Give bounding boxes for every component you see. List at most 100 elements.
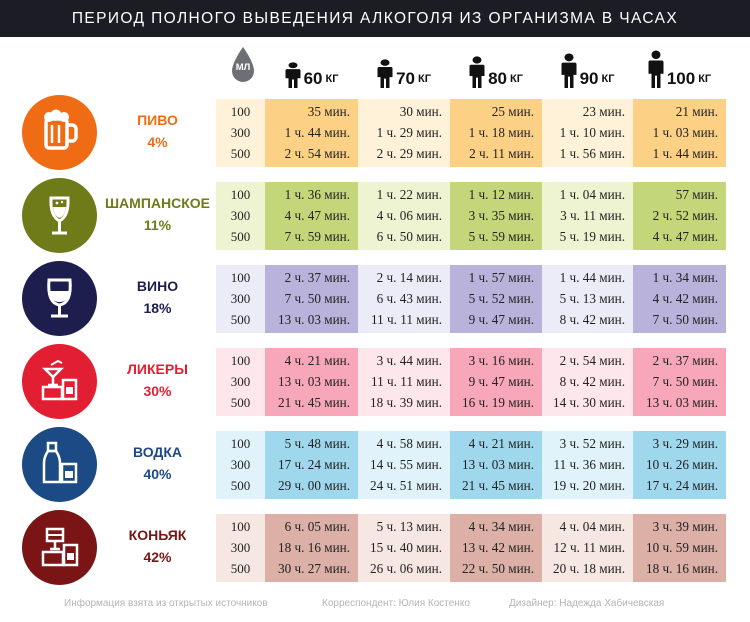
time-value: 29 ч. 00 мин. [278, 478, 350, 493]
vodka-bottle-icon [22, 427, 97, 502]
time-value: 11 ч. 11 мин. [371, 312, 442, 327]
volume-value: 500 [230, 312, 251, 327]
time-value: 2 ч. 14 мин. [376, 270, 442, 285]
time-value: 4 ч. 04 мин. [559, 519, 625, 534]
volume-value: 100 [230, 187, 251, 202]
time-value: 22 ч. 50 мин. [462, 561, 534, 576]
time-value: 1 ч. 22 мин. [376, 187, 442, 202]
time-value: 7 ч. 50 мин. [284, 291, 350, 306]
volume-value: 100 [230, 270, 251, 285]
time-value: 4 ч. 34 мин. [468, 519, 534, 534]
time-value: 4 ч. 21 мин. [468, 436, 534, 451]
time-value: 6 ч. 50 мин. [376, 229, 442, 244]
time-cell: 1 ч. 44 мин. 5 ч. 13 мин. 8 ч. 42 мин. [542, 265, 633, 333]
footer-designer: Дизайнер: Надежда Хабичевская [509, 598, 665, 609]
time-value: 18 ч. 16 мин. [646, 561, 718, 576]
ml-header-label: МЛ [235, 62, 251, 73]
drink-row: ШАМПАНСКОЕ 11% 100 300 500 1 ч. 36 мин. 4 ч. 4… [0, 178, 750, 253]
weight-header-0: 60 КГ [265, 50, 358, 88]
time-value: 4 ч. 42 мин. [652, 291, 718, 306]
time-value: 1 ч. 44 мин. [284, 125, 350, 140]
volume-value: 500 [230, 395, 251, 410]
time-value: 1 ч. 18 мин. [468, 125, 534, 140]
time-value: 13 ч. 03 мин. [278, 374, 350, 389]
drink-name: ЛИКЕРЫ [127, 361, 188, 377]
time-value: 16 ч. 19 мин. [462, 395, 534, 410]
time-cell: 4 ч. 34 мин. 13 ч. 42 мин. 22 ч. 50 мин. [450, 514, 542, 582]
beer-mug-icon [22, 95, 97, 170]
drink-percent: 30% [143, 383, 172, 399]
time-cell: 3 ч. 16 мин. 9 ч. 47 мин. 16 ч. 19 мин. [450, 348, 542, 416]
ml-header: МЛ [230, 46, 256, 82]
drink-name: КОНЬЯК [128, 527, 187, 543]
wine-glass-icon [22, 261, 97, 336]
time-cell: 2 ч. 37 мин. 7 ч. 50 мин. 13 ч. 03 мин. [265, 265, 358, 333]
volume-column: 100 300 500 [216, 431, 265, 499]
time-cell: 1 ч. 22 мин. 4 ч. 06 мин. 6 ч. 50 мин. [358, 182, 450, 250]
time-value: 13 ч. 03 мин. [646, 395, 718, 410]
weight-value: 60 [303, 69, 323, 88]
weight-unit: КГ [325, 73, 339, 85]
time-value: 1 ч. 44 мин. [652, 146, 718, 161]
weight-header-3: 90 КГ [542, 50, 633, 88]
time-cell: 1 ч. 57 мин. 5 ч. 52 мин. 9 ч. 47 мин. [450, 265, 542, 333]
liqueur-glasses-icon [22, 344, 97, 419]
drink-percent: 11% [143, 217, 172, 233]
time-value: 19 ч. 20 мин. [553, 478, 625, 493]
person-icon [377, 59, 393, 88]
time-cell: 21 мин. 1 ч. 03 мин. 1 ч. 44 мин. [633, 99, 726, 167]
time-cell: 5 ч. 48 мин. 17 ч. 24 мин. 29 ч. 00 мин. [265, 431, 358, 499]
time-value: 4 ч. 47 мин. [284, 208, 350, 223]
time-cell: 3 ч. 44 мин. 11 ч. 11 мин. 18 ч. 39 мин. [358, 348, 450, 416]
time-value: 18 ч. 39 мин. [370, 395, 442, 410]
drink-name: ВОДКА [132, 444, 183, 460]
weight-value: 100 [666, 69, 696, 88]
time-value: 17 ч. 24 мин. [646, 478, 718, 493]
volume-value: 500 [230, 561, 251, 576]
time-value: 1 ч. 04 мин. [559, 187, 625, 202]
weight-unit: КГ [509, 73, 523, 85]
weight-header-2: 80 КГ [450, 50, 542, 88]
volume-value: 500 [230, 478, 251, 493]
time-value: 6 ч. 05 мин. [284, 519, 350, 534]
drink-percent: 18% [143, 300, 172, 316]
weight-value: 90 [579, 69, 599, 88]
weight-header-4: 100 КГ [633, 50, 726, 88]
time-value: 3 ч. 44 мин. [376, 353, 442, 368]
drink-row: ПИВО 4% 100 300 500 35 мин. 1 ч. 44 мин. 2 ч. 5… [0, 95, 750, 170]
time-value: 30 ч. 27 мин. [278, 561, 350, 576]
footer-correspondent: Корреспондент: Юлия Костенко [322, 598, 470, 609]
time-value: 14 ч. 30 мин. [553, 395, 625, 410]
time-cell: 1 ч. 04 мин. 3 ч. 11 мин. 5 ч. 19 мин. [542, 182, 633, 250]
time-value: 5 ч. 52 мин. [468, 291, 534, 306]
person-icon [469, 56, 485, 88]
volume-value: 100 [230, 436, 251, 451]
time-cell: 5 ч. 13 мин. 15 ч. 40 мин. 26 ч. 06 мин. [358, 514, 450, 582]
drink-label: ВОДКА 40% [100, 441, 215, 485]
time-value: 2 ч. 29 мин. [376, 146, 442, 161]
time-cell: 3 ч. 52 мин. 11 ч. 36 мин. 19 ч. 20 мин. [542, 431, 633, 499]
volume-column: 100 300 500 [216, 348, 265, 416]
drink-label: ЛИКЕРЫ 30% [100, 358, 215, 402]
person-icon [648, 50, 664, 88]
time-cell: 57 мин. 2 ч. 52 мин. 4 ч. 47 мин. [633, 182, 726, 250]
time-value: 7 ч. 59 мин. [284, 229, 350, 244]
time-value: 17 ч. 24 мин. [278, 457, 350, 472]
time-value: 5 ч. 48 мин. [284, 436, 350, 451]
time-value: 2 ч. 37 мин. [284, 270, 350, 285]
time-value: 1 ч. 44 мин. [559, 270, 625, 285]
drink-percent: 4% [147, 134, 168, 150]
time-value: 1 ч. 36 мин. [284, 187, 350, 202]
time-cell: 4 ч. 21 мин. 13 ч. 03 мин. 21 ч. 45 мин. [265, 348, 358, 416]
time-value: 5 ч. 13 мин. [559, 291, 625, 306]
time-value: 10 ч. 59 мин. [646, 540, 718, 555]
drink-percent: 40% [143, 466, 172, 482]
time-value: 13 ч. 03 мин. [278, 312, 350, 327]
time-value: 10 ч. 26 мин. [646, 457, 718, 472]
time-value: 1 ч. 10 мин. [559, 125, 625, 140]
time-value: 1 ч. 57 мин. [468, 270, 534, 285]
weight-header-1: 70 КГ [358, 50, 450, 88]
volume-column: 100 300 500 [216, 265, 265, 333]
person-icon [561, 53, 577, 88]
volume-value: 300 [230, 208, 251, 223]
